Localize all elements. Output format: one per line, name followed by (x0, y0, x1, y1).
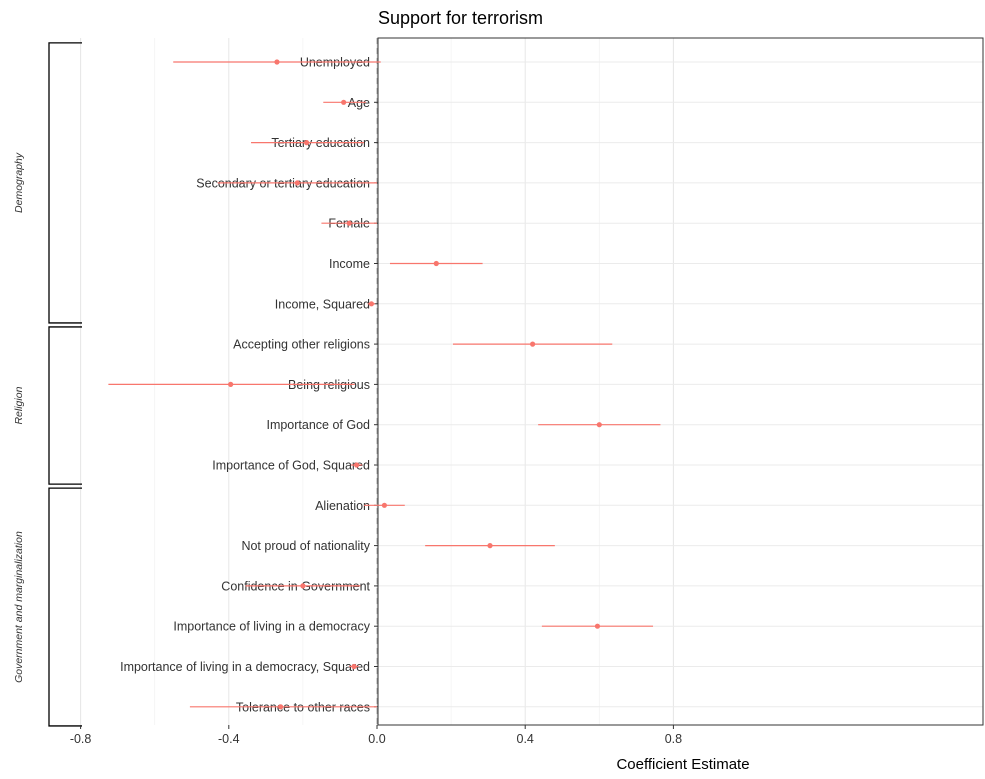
estimate-point (351, 663, 357, 670)
estimate-point (341, 99, 347, 105)
x-tick-label: 0.0 (368, 732, 385, 746)
y-tick-label: Importance of living in a democracy, Squ… (120, 660, 370, 674)
y-tick-label: Importance of living in a democracy (173, 620, 370, 634)
estimate-point (487, 543, 493, 549)
estimate-marks (108, 59, 661, 710)
y-tick-label: Importance of God, Squared (212, 459, 370, 473)
y-tick-label: Accepting other religions (233, 338, 370, 352)
estimate-point (294, 180, 300, 186)
estimate-point (228, 381, 234, 387)
group-bracket (48, 326, 82, 485)
panel-border (377, 37, 984, 726)
group-label: Religion (13, 386, 25, 424)
estimate-point (346, 220, 352, 226)
x-tick-label: 0.4 (517, 732, 534, 746)
grid-layer (80, 37, 984, 726)
group-label: Demography (13, 152, 25, 213)
group-bracket (48, 42, 82, 324)
y-tick-label: Alienation (315, 499, 370, 513)
x-axis: -0.8 -0.4 0.0 0.4 0.8 (70, 725, 682, 746)
y-tick-label: Importance of God (266, 418, 370, 432)
y-tick-label: Income, Squared (275, 297, 370, 311)
group-label: Government and marginalization (13, 531, 25, 683)
estimate-point (368, 301, 375, 307)
estimate-point (354, 462, 360, 468)
estimate-point (433, 260, 439, 267)
estimate-point (381, 502, 388, 508)
x-tick-label: -0.4 (218, 732, 240, 746)
y-tick-label: Income (329, 257, 370, 271)
estimate-point (304, 140, 310, 146)
group-bracket (48, 487, 82, 727)
x-axis-title: Coefficient Estimate (616, 756, 749, 773)
y-tick-label: Not proud of nationality (241, 539, 370, 553)
group-brackets: Demography Religion Government and margina… (13, 42, 82, 727)
estimate-point (594, 623, 601, 629)
estimate-point (300, 583, 306, 589)
estimate-point (278, 704, 284, 710)
estimate-point (530, 341, 536, 347)
estimate-point (596, 422, 602, 428)
estimate-point (274, 59, 280, 65)
x-tick-label: 0.8 (665, 732, 682, 746)
x-tick-label: -0.8 (70, 732, 92, 746)
chart-title: Support for terrorism (378, 8, 543, 28)
